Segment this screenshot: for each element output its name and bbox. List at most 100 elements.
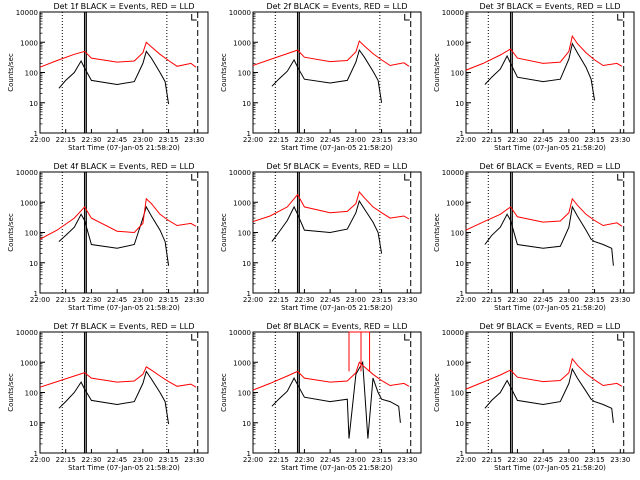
y-tick-label: 10 (242, 260, 251, 268)
panel-title: Det 9f BLACK = Events, RED = LLD (479, 322, 620, 331)
y-tick-label: 10000 (16, 329, 38, 337)
x-axis-label: Start Time (07-Jan-05 21:58:20) (281, 144, 393, 152)
events-series-line (484, 42, 596, 101)
events-series-line (58, 205, 170, 266)
x-tick-label: 22:00 (243, 296, 263, 304)
y-tick-label: 1000 (20, 39, 38, 47)
x-tick-label: 23:00 (559, 136, 579, 144)
y-tick-label: 1 (247, 450, 251, 458)
panel-det-8: Det 8f BLACK = Events, RED = LLD 1 10 100 10… (220, 322, 422, 472)
events-series-line (484, 205, 614, 266)
x-tick-label: 22:15 (56, 136, 76, 144)
events-series-line (271, 199, 383, 254)
y-tick-label: 1 (34, 290, 38, 298)
y-tick-label: 1000 (446, 359, 464, 367)
lld-series-line (252, 40, 410, 67)
lld-series-line (465, 197, 623, 231)
attenuator-bracket-marker (404, 14, 410, 21)
y-axis-label: Counts/sec (433, 213, 441, 252)
x-tick-label: 22:30 (81, 136, 101, 144)
y-tick-label: 1 (460, 450, 464, 458)
y-axis-label: Counts/sec (220, 213, 228, 252)
x-tick-label: 23:30 (184, 296, 204, 304)
x-axis-label: Start Time (07-Jan-05 21:58:20) (68, 464, 180, 472)
y-tick-label: 1000 (446, 199, 464, 207)
x-tick-label: 22:30 (507, 136, 527, 144)
x-tick-label: 22:00 (30, 136, 50, 144)
y-axis-label: Counts/sec (7, 53, 15, 92)
x-tick-label: 22:00 (456, 136, 476, 144)
panel-det-9: Det 9f BLACK = Events, RED = LLD 1 10 100 10… (433, 322, 635, 472)
x-tick-label: 22:00 (456, 296, 476, 304)
plot-frame (465, 171, 635, 294)
y-tick-label: 10000 (229, 169, 251, 177)
y-tick-label: 100 (25, 230, 38, 238)
x-tick-label: 23:30 (397, 296, 417, 304)
x-tick-label: 23:00 (559, 456, 579, 464)
x-tick-label: 23:30 (397, 136, 417, 144)
y-tick-label: 100 (238, 390, 251, 398)
x-tick-label: 22:45 (107, 296, 127, 304)
x-tick-label: 22:00 (30, 296, 50, 304)
y-tick-label: 1 (34, 450, 38, 458)
y-axis-label: Counts/sec (7, 373, 15, 412)
attenuator-bracket-marker (404, 334, 410, 341)
y-tick-label: 1000 (446, 39, 464, 47)
y-tick-label: 100 (451, 70, 464, 78)
x-tick-label: 22:30 (507, 296, 527, 304)
x-tick-label: 23:15 (158, 296, 178, 304)
panel-title: Det 5f BLACK = Events, RED = LLD (266, 162, 407, 171)
y-tick-label: 10000 (442, 329, 464, 337)
x-tick-label: 22:30 (294, 456, 314, 464)
attenuator-bracket-marker (191, 334, 197, 341)
x-tick-label: 22:45 (533, 296, 553, 304)
y-tick-label: 10 (29, 260, 38, 268)
x-tick-label: 22:00 (243, 136, 263, 144)
x-tick-label: 23:15 (371, 456, 391, 464)
x-tick-label: 22:00 (456, 456, 476, 464)
x-tick-label: 23:15 (158, 456, 178, 464)
x-tick-label: 22:00 (30, 456, 50, 464)
events-series-line (484, 367, 614, 423)
y-tick-label: 100 (238, 70, 251, 78)
panel-title: Det 2f BLACK = Events, RED = LLD (266, 2, 407, 11)
y-axis-label: Counts/sec (433, 53, 441, 92)
y-tick-label: 100 (25, 390, 38, 398)
x-tick-label: 22:45 (107, 136, 127, 144)
x-tick-label: 22:15 (269, 296, 289, 304)
y-tick-label: 10 (242, 100, 251, 108)
x-tick-label: 22:45 (320, 296, 340, 304)
y-tick-label: 10000 (229, 329, 251, 337)
x-tick-label: 23:30 (610, 456, 630, 464)
plot-frame (465, 331, 635, 454)
x-tick-label: 22:45 (533, 136, 553, 144)
events-series-line (271, 48, 383, 103)
x-tick-label: 23:15 (584, 136, 604, 144)
x-tick-label: 23:30 (397, 456, 417, 464)
lld-series-line (39, 197, 197, 240)
attenuator-bracket-marker (191, 14, 197, 21)
y-tick-label: 1 (247, 130, 251, 138)
lld-series-line (465, 357, 623, 390)
lld-series-line (39, 41, 197, 68)
x-tick-label: 23:30 (610, 296, 630, 304)
attenuator-bracket-marker (617, 174, 623, 181)
y-axis-label: Counts/sec (7, 213, 15, 252)
lld-series-line (252, 361, 410, 391)
y-tick-label: 10 (455, 260, 464, 268)
panel-det-6: Det 6f BLACK = Events, RED = LLD 1 10 100 10… (433, 162, 635, 312)
x-axis-label: Start Time (07-Jan-05 21:58:20) (281, 464, 393, 472)
x-tick-label: 23:15 (584, 456, 604, 464)
lld-series-line (252, 190, 410, 223)
panel-det-7: Det 7f BLACK = Events, RED = LLD 1 10 100 10… (7, 322, 209, 472)
plot-frame (39, 11, 209, 134)
panel-det-5: Det 5f BLACK = Events, RED = LLD 1 10 100 10… (220, 162, 422, 312)
x-tick-label: 22:30 (294, 136, 314, 144)
events-series-line (58, 370, 170, 425)
y-tick-label: 10 (242, 420, 251, 428)
x-tick-label: 23:00 (133, 456, 153, 464)
x-tick-label: 22:30 (294, 296, 314, 304)
x-tick-label: 22:45 (533, 456, 553, 464)
x-tick-label: 23:30 (610, 136, 630, 144)
